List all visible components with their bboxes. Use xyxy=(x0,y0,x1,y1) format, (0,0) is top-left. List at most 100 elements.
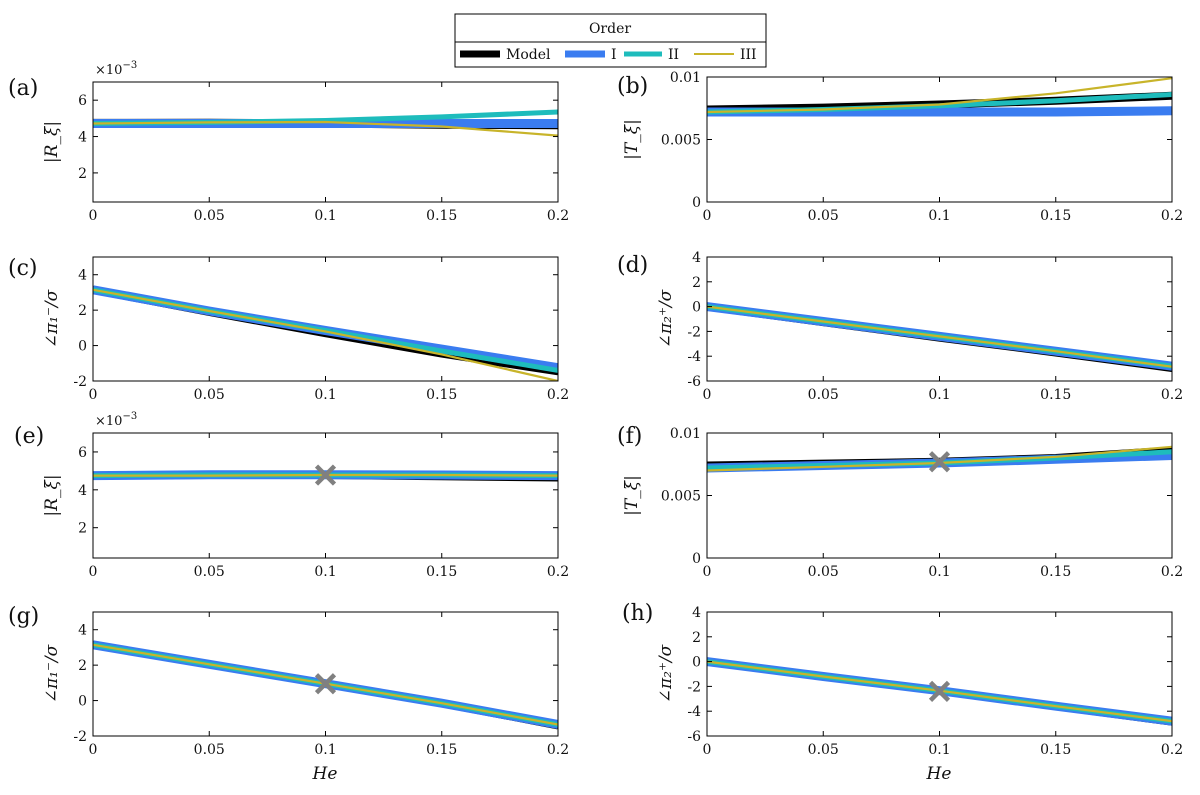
y-tick-label: -6 xyxy=(687,729,701,745)
x-tick-label: 0 xyxy=(703,564,712,580)
x-tick-label: 0.2 xyxy=(547,564,569,580)
cross-marker xyxy=(928,680,951,702)
legend-label-model: Model xyxy=(506,47,551,63)
x-tick-label: 0 xyxy=(89,564,98,580)
y-tick-label: 6 xyxy=(78,445,87,461)
legend-label-iii: III xyxy=(740,47,757,63)
y-tick-label: 0 xyxy=(692,300,701,316)
y-axis-label: |T_ξ| xyxy=(622,119,642,160)
x-tick-label: 0.1 xyxy=(928,208,950,224)
y-tick-label: -2 xyxy=(687,679,701,695)
y-tick-label: 0 xyxy=(692,551,701,567)
panel-d: 0 0.05 0.1 0.15 0.2 -6 -4 -2 0 2 4 (d) ∠π₂⁺/σ xyxy=(617,250,1183,403)
legend: Order Model I II III xyxy=(454,13,767,68)
panel-label: (b) xyxy=(617,74,648,99)
y-tick-label: 0 xyxy=(78,694,87,710)
y-tick-label: -4 xyxy=(687,704,701,720)
series-line-iii xyxy=(707,77,1172,114)
axes-box xyxy=(92,611,559,737)
axis-multiplier: ×10−3 xyxy=(95,411,137,429)
y-tick-label: 4 xyxy=(78,268,87,284)
y-tick-label: 2 xyxy=(692,275,701,291)
y-axis-label: ∠π₁⁻/σ xyxy=(42,644,62,703)
x-tick-label: 0.2 xyxy=(547,208,569,224)
y-tick-label: 4 xyxy=(692,605,701,621)
cross-marker xyxy=(928,451,951,473)
panel-a: 0 0.05 0.1 0.15 0.2 2 4 6 ×10−3 (a)|R_ξ| xyxy=(8,60,569,224)
y-tick-label: 2 xyxy=(78,166,87,182)
y-tick-label: 0 xyxy=(692,195,701,211)
x-tick-label: 0.15 xyxy=(426,742,457,758)
x-tick-label: 0.05 xyxy=(194,387,225,403)
y-tick-label: -4 xyxy=(687,349,701,365)
x-tick-label: 0.1 xyxy=(928,564,950,580)
axes-box xyxy=(92,432,559,559)
y-tick-label: -2 xyxy=(687,324,701,340)
x-tick-label: 0.15 xyxy=(1040,564,1071,580)
y-tick-label: -2 xyxy=(73,374,87,390)
y-tick-label: 4 xyxy=(78,623,87,639)
y-tick-label: 0.01 xyxy=(670,70,701,86)
panel-f: 0 0.05 0.1 0.15 0.2 0 0.005 0.01 (f) |T_ξ| xyxy=(617,424,1183,580)
x-tick-label: 0.1 xyxy=(928,387,950,403)
y-tick-label: 0.005 xyxy=(661,489,701,505)
x-tick-label: 0.15 xyxy=(1040,742,1071,758)
legend-title: Order xyxy=(589,21,631,37)
y-axis-label: |R_ξ| xyxy=(42,121,62,163)
x-tick-label: 0.15 xyxy=(426,387,457,403)
y-tick-label: 4 xyxy=(78,483,87,499)
y-tick-label: 2 xyxy=(78,303,87,319)
y-tick-label: -6 xyxy=(687,374,701,390)
y-tick-label: -2 xyxy=(73,729,87,745)
x-tick-label: 0.2 xyxy=(547,387,569,403)
y-tick-label: 0 xyxy=(692,655,701,671)
x-tick-label: 0 xyxy=(703,387,712,403)
panel-label: (d) xyxy=(617,253,648,278)
panel-b: 0 0.05 0.1 0.15 0.2 0 0.005 0.01 (b) |T_ξ| xyxy=(617,70,1183,224)
y-tick-label: 0.01 xyxy=(670,426,701,442)
x-tick-label: 0.2 xyxy=(1161,387,1183,403)
y-axis-label: ∠π₁⁻/σ xyxy=(42,289,62,348)
x-tick-label: 0.1 xyxy=(314,208,336,224)
y-tick-label: 2 xyxy=(78,521,87,537)
x-tick-label: 0.05 xyxy=(194,208,225,224)
x-tick-label: 0 xyxy=(703,742,712,758)
x-tick-label: 0.05 xyxy=(808,742,839,758)
series-line-iii xyxy=(707,305,1172,368)
x-tick-label: 0.15 xyxy=(426,208,457,224)
series-line-iii xyxy=(93,120,558,137)
y-tick-label: 0 xyxy=(78,339,87,355)
y-axis-label: |R_ξ| xyxy=(42,474,62,516)
x-tick-label: 0 xyxy=(89,387,98,403)
x-axis-label-left: He xyxy=(312,764,338,784)
y-tick-label: 4 xyxy=(692,250,701,266)
y-tick-label: 0.005 xyxy=(661,133,701,149)
panel-label: (g) xyxy=(8,604,39,629)
x-tick-label: 0.05 xyxy=(808,564,839,580)
legend-label-i: I xyxy=(611,47,617,63)
legend-label-ii: II xyxy=(668,47,679,63)
x-tick-label: 0.15 xyxy=(426,564,457,580)
y-axis-label: ∠π₂⁺/σ xyxy=(656,289,676,348)
x-tick-label: 0.2 xyxy=(1161,564,1183,580)
x-axis-label-right: He xyxy=(926,764,952,784)
panel-label: (c) xyxy=(8,256,38,281)
x-tick-label: 0 xyxy=(89,208,98,224)
cross-marker xyxy=(314,673,337,695)
x-tick-label: 0.2 xyxy=(1161,208,1183,224)
panel-label: (a) xyxy=(8,76,38,101)
x-tick-label: 0.05 xyxy=(808,208,839,224)
panel-h: 0 0.05 0.1 0.15 0.2 -6 -4 -2 0 2 4 (h)∠π₂⁺/σ xyxy=(622,601,1183,758)
x-tick-label: 0.15 xyxy=(1040,208,1071,224)
x-tick-label: 0.1 xyxy=(314,564,336,580)
panel-label: (h) xyxy=(622,601,653,626)
series-line-iii xyxy=(93,288,558,381)
y-axis-label: |T_ξ| xyxy=(622,475,642,516)
axis-multiplier: ×10−3 xyxy=(95,60,137,78)
x-tick-label: 0.15 xyxy=(1040,387,1071,403)
panel-label: (e) xyxy=(14,424,44,449)
y-axis-label: ∠π₂⁺/σ xyxy=(656,644,676,703)
